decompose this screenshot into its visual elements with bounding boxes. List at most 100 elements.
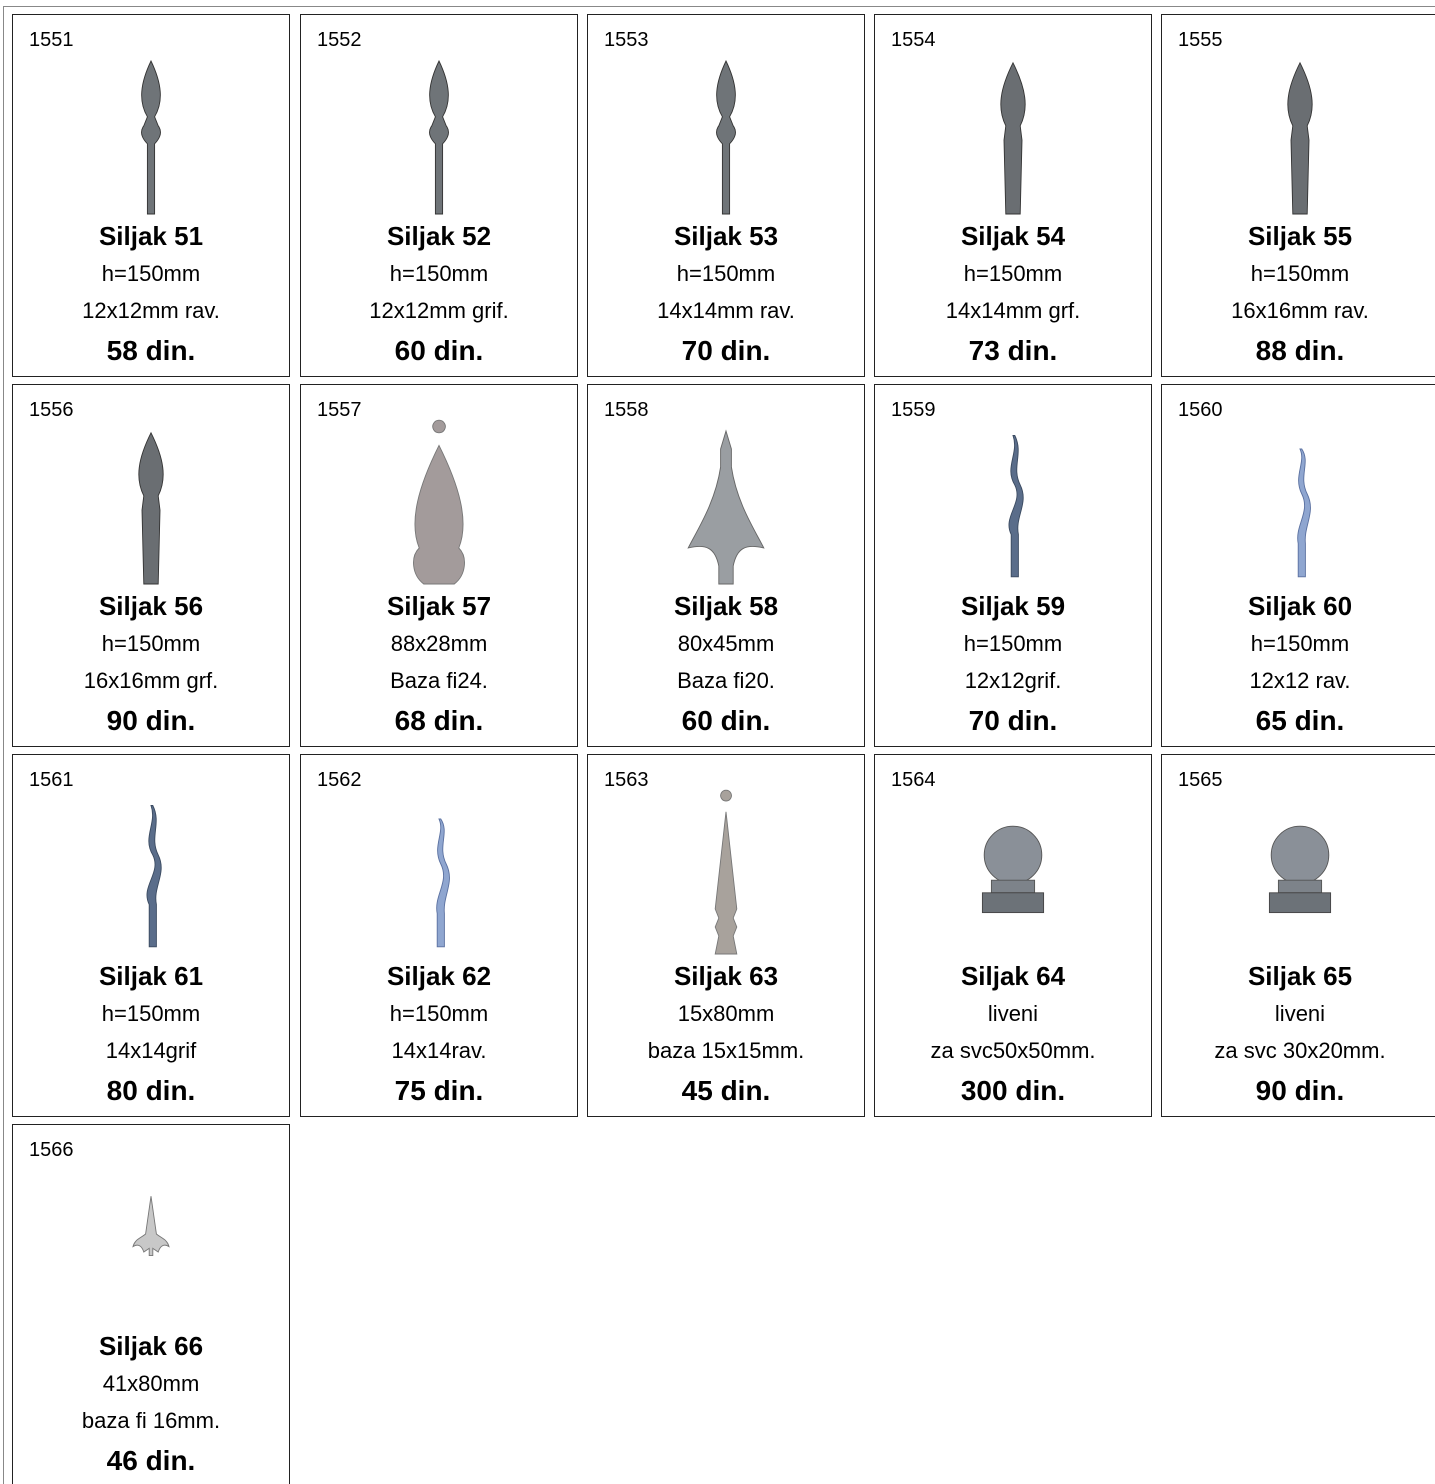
product-spec: 14x14rav.: [391, 1038, 487, 1063]
product-name: Siljak 57: [386, 591, 492, 621]
product-image: [716, 59, 736, 215]
product-price: 65 din.: [1255, 705, 1345, 736]
product-spec: 41x80mm: [102, 1371, 200, 1396]
product-spec: 16x16mm grf.: [83, 668, 219, 693]
product-spec: 12x12mm rav.: [82, 298, 220, 323]
product-price: 80 din.: [106, 1075, 196, 1106]
product-name: Siljak 62: [386, 961, 492, 991]
product-cell: 1557 Siljak 57 88x28mm Baza fi24. 68 din.: [300, 384, 578, 747]
product-cell: 1553 Siljak 53 h=150mm 14x14mm rav. 70 din.: [587, 14, 865, 377]
table-frame: [3, 6, 1435, 1484]
product-spec: baza fi 16mm.: [81, 1408, 221, 1433]
product-cell: 1556 Siljak 56 h=150mm 16x16mm grf. 90 din.: [12, 384, 290, 747]
product-image: [981, 825, 1045, 914]
product-cell: 1555 Siljak 55 h=150mm 16x16mm rav. 88 din.: [1161, 14, 1435, 377]
product-code: 1552: [317, 29, 362, 51]
product-name: Siljak 60: [1247, 591, 1353, 621]
product-price: 46 din.: [106, 1445, 196, 1476]
product-spec: 14x14mm grf.: [945, 298, 1081, 323]
product-code: 1558: [604, 399, 649, 421]
product-spec: h=150mm: [101, 1001, 201, 1026]
product-cell: 1560 Siljak 60 h=150mm 12x12 rav. 65 din.: [1161, 384, 1435, 747]
product-cell: 1559 Siljak 59 h=150mm 12x12grif. 70 din.: [874, 384, 1152, 747]
product-name: Siljak 61: [98, 961, 204, 991]
product-price: 45 din.: [681, 1075, 771, 1106]
product-spec: 12x12 rav.: [1249, 668, 1351, 693]
product-image: [1287, 61, 1313, 215]
product-spec: 12x12mm grif.: [369, 298, 509, 323]
product-image: [714, 789, 738, 955]
product-name: Siljak 65: [1247, 961, 1353, 991]
product-name: Siljak 54: [960, 221, 1066, 251]
product-code: 1560: [1178, 399, 1223, 421]
product-name: Siljak 56: [98, 591, 204, 621]
product-spec: h=150mm: [1250, 631, 1350, 656]
product-spec: h=150mm: [389, 261, 489, 286]
product-price: 90 din.: [1255, 1075, 1345, 1106]
product-price: 60 din.: [394, 335, 484, 366]
product-name: Siljak 59: [960, 591, 1066, 621]
product-price: 68 din.: [394, 705, 484, 736]
product-cell: 1551 Siljak 51 h=150mm 12x12mm rav. 58 din.: [12, 14, 290, 377]
product-spec: Baza fi20.: [677, 668, 775, 693]
product-code: 1564: [891, 769, 936, 791]
product-name: Siljak 55: [1247, 221, 1353, 251]
product-code: 1561: [29, 769, 74, 791]
product-cell: 1562 Siljak 62 h=150mm 14x14rav. 75 din.: [300, 754, 578, 1117]
product-name: Siljak 64: [960, 961, 1066, 991]
product-image: [141, 59, 161, 215]
product-code: 1553: [604, 29, 649, 51]
product-name: Siljak 66: [98, 1331, 204, 1361]
product-cell: 1565 Siljak 65 liveni za svc 30x20mm. 90 din…: [1161, 754, 1435, 1117]
product-spec: liveni: [987, 1001, 1039, 1026]
product-code: 1551: [29, 29, 74, 51]
product-code: 1565: [1178, 769, 1223, 791]
product-image: [436, 818, 450, 948]
product-spec: za svc50x50mm.: [930, 1038, 1096, 1063]
product-name: Siljak 63: [673, 961, 779, 991]
product-image: [1000, 61, 1026, 215]
product-image: [687, 429, 765, 585]
product-code: 1554: [891, 29, 936, 51]
product-spec: 80x45mm: [677, 631, 775, 656]
product-spec: 14x14mm rav.: [657, 298, 795, 323]
product-spec: h=150mm: [101, 631, 201, 656]
product-spec: Baza fi24.: [390, 668, 488, 693]
product-spec: h=150mm: [963, 261, 1063, 286]
product-price: 75 din.: [394, 1075, 484, 1106]
product-name: Siljak 51: [98, 221, 204, 251]
product-name: Siljak 53: [673, 221, 779, 251]
product-code: 1555: [1178, 29, 1223, 51]
product-spec: 15x80mm: [677, 1001, 775, 1026]
product-cell: 1554 Siljak 54 h=150mm 14x14mm grf. 73 din.: [874, 14, 1152, 377]
product-price: 70 din.: [681, 335, 771, 366]
product-name: Siljak 52: [386, 221, 492, 251]
product-spec: h=150mm: [101, 261, 201, 286]
product-spec: 12x12grif.: [964, 668, 1062, 693]
product-cell: 1566 Siljak 66 41x80mm baza fi 16mm. 46 din.: [12, 1124, 290, 1484]
product-image: [1297, 448, 1311, 578]
product-price: 60 din.: [681, 705, 771, 736]
product-price: 73 din.: [968, 335, 1058, 366]
product-cell: 1561 Siljak 61 h=150mm 14x14grif 80 din.: [12, 754, 290, 1117]
product-price: 70 din.: [968, 705, 1058, 736]
product-cell: 1563 Siljak 63 15x80mm baza 15x15mm. 45 din.: [587, 754, 865, 1117]
product-code: 1559: [891, 399, 936, 421]
product-code: 1562: [317, 769, 362, 791]
product-image: [413, 419, 465, 585]
product-price: 58 din.: [106, 335, 196, 366]
product-cell: 1552 Siljak 52 h=150mm 12x12mm grif. 60 din.: [300, 14, 578, 377]
product-spec: baza 15x15mm.: [647, 1038, 805, 1063]
product-price: 90 din.: [106, 705, 196, 736]
product-code: 1563: [604, 769, 649, 791]
product-code: 1566: [29, 1139, 74, 1161]
product-image: [429, 59, 449, 215]
product-name: Siljak 58: [673, 591, 779, 621]
product-spec: h=150mm: [389, 1001, 489, 1026]
product-cell: 1558 Siljak 58 80x45mm Baza fi20. 60 din.: [587, 384, 865, 747]
product-spec: h=150mm: [963, 631, 1063, 656]
product-spec: za svc 30x20mm.: [1214, 1038, 1386, 1063]
product-price: 88 din.: [1255, 335, 1345, 366]
